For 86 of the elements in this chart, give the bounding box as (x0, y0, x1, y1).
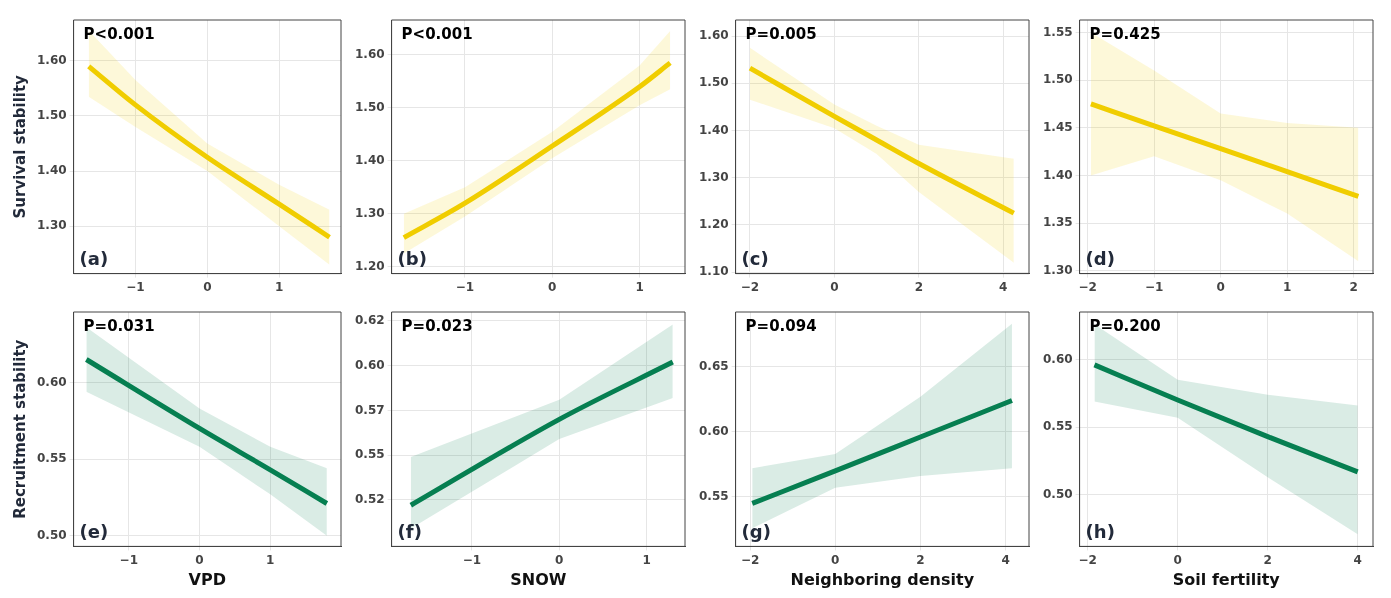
y-tick-label: 1.50 (699, 75, 729, 90)
x-tick-label: 1 (635, 279, 644, 294)
x-tick-label: 2 (914, 279, 923, 294)
x-tick-label: 1 (642, 552, 651, 567)
x-axis-title: Soil fertility (1172, 569, 1281, 589)
y-tick-label: 1.60 (37, 52, 67, 67)
y-tick-label: 0.55 (37, 451, 67, 466)
annotation: P<0.001 (83, 25, 155, 44)
x-axis-title: VPD (188, 569, 226, 589)
y-tick-label: 1.50 (37, 108, 67, 123)
x-tick-label: −2 (1078, 279, 1097, 294)
y-tick-label: 0.60 (699, 423, 729, 438)
x-tick-label: 0 (830, 279, 839, 294)
y-tick-label: 1.30 (355, 205, 385, 220)
y-tick-label: 1.50 (1043, 72, 1073, 87)
annotation: (h) (1085, 521, 1115, 543)
x-tick-label: 0 (1173, 552, 1182, 567)
annotation: (f) (397, 521, 422, 543)
y-tick-label: 1.40 (37, 163, 67, 178)
x-tick-label: 1 (275, 279, 284, 294)
annotation: P=0.005 (745, 25, 817, 44)
y-tick-label: 1.45 (1043, 119, 1073, 134)
x-tick-label: 2 (1263, 552, 1272, 567)
x-tick-label: −1 (1144, 279, 1164, 294)
x-tick-label: 2 (916, 552, 925, 567)
x-tick-label: 4 (1353, 552, 1362, 567)
x-tick-label: −1 (455, 279, 475, 294)
y-tick-label: 0.50 (1043, 487, 1073, 502)
annotation: P=0.200 (1089, 317, 1161, 336)
y-tick-label: 0.60 (1043, 351, 1073, 366)
y-tick-label: 0.50 (37, 527, 67, 542)
x-tick-label: 0 (548, 279, 557, 294)
annotation: P<0.001 (401, 25, 473, 44)
y-tick-label: 0.60 (355, 357, 385, 372)
y-tick-label: 0.62 (355, 313, 385, 328)
annotation: (b) (397, 248, 427, 270)
x-tick-label: 0 (831, 552, 840, 567)
annotation: (a) (79, 248, 109, 270)
x-tick-label: −1 (462, 552, 482, 567)
y-tick-label: 1.40 (699, 122, 729, 137)
x-tick-label: 2 (1349, 279, 1358, 294)
x-tick-label: 0 (555, 552, 564, 567)
x-tick-label: 0 (203, 279, 212, 294)
y-tick-label: 1.30 (1043, 262, 1073, 277)
x-tick-label: 4 (1001, 552, 1010, 567)
y-tick-label: 1.60 (355, 47, 385, 62)
x-tick-label: −2 (740, 279, 760, 294)
y-tick-label: 1.20 (355, 258, 385, 273)
annotation: P=0.023 (401, 317, 473, 336)
y-tick-label: 0.55 (1043, 419, 1073, 434)
y-tick-label: 1.60 (699, 28, 729, 43)
y-tick-label: 1.30 (699, 169, 729, 184)
y-tick-label: 0.55 (699, 489, 729, 504)
y-axis-title: Recruitment stability (10, 339, 29, 519)
x-tick-label: 1 (266, 552, 275, 567)
annotation: (e) (79, 521, 109, 543)
x-tick-label: −1 (119, 552, 138, 567)
annotation: P=0.425 (1089, 25, 1161, 44)
y-tick-label: 1.50 (355, 100, 385, 115)
y-tick-label: 1.10 (699, 264, 729, 279)
y-axis-title: Survival stability (10, 74, 29, 219)
x-tick-label: 0 (195, 552, 204, 567)
annotation: P=0.094 (745, 317, 817, 336)
y-tick-label: 0.60 (37, 374, 67, 389)
x-tick-label: 0 (1216, 279, 1225, 294)
annotation: (d) (1085, 248, 1115, 270)
y-tick-label: 0.65 (699, 358, 729, 373)
y-tick-label: 1.35 (1043, 215, 1073, 230)
x-tick-label: −2 (1078, 552, 1097, 567)
x-tick-label: 4 (999, 279, 1008, 294)
annotation: P=0.031 (83, 317, 155, 336)
annotation: (g) (741, 521, 771, 543)
y-tick-label: 1.40 (355, 152, 385, 167)
y-tick-label: 1.30 (37, 218, 67, 233)
y-tick-label: 0.55 (355, 447, 385, 462)
y-tick-label: 0.57 (355, 402, 385, 417)
x-tick-label: −1 (126, 279, 145, 294)
x-axis-title: Neighboring density (790, 569, 975, 589)
x-axis-title: SNOW (510, 569, 567, 589)
y-tick-label: 1.20 (699, 217, 729, 232)
annotation: (c) (741, 248, 769, 270)
y-tick-label: 1.55 (1043, 24, 1073, 39)
y-tick-label: 0.52 (355, 492, 385, 506)
x-tick-label: 1 (1283, 279, 1292, 294)
x-tick-label: −2 (740, 552, 760, 567)
y-tick-label: 1.40 (1043, 167, 1073, 182)
